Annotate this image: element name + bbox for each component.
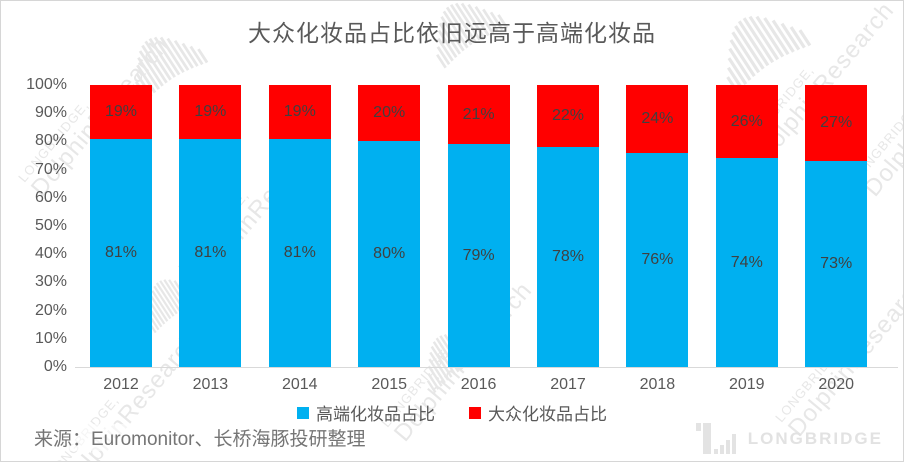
bar-segment: 21% [447,85,510,145]
chart-title: 大众化妆品占比依旧远高于高端化妆品 [248,20,656,46]
bar-value-label: 24% [641,109,674,127]
bar-column-2015: 20% 80% [358,85,421,367]
bar-segment: 81% [179,138,242,367]
x-axis-label-2017: 2017 [550,376,586,393]
bar-column-2020: 27% 73% [805,85,868,367]
x-axis-label-2018: 2018 [639,376,676,393]
bar-segment: 19% [90,85,152,139]
y-axis-tick-label: 90% [34,104,67,122]
x-axis-label-2016: 2016 [460,376,497,393]
bar-value-label: 19% [104,102,138,120]
longbridge-bars-icon [695,423,736,454]
x-axis-label-2015: 2015 [371,376,407,393]
bar-segment: 19% [179,85,242,139]
bar-value-label: 81% [104,243,138,261]
bar-value-label: 19% [194,102,227,120]
y-axis-tick-label: 40% [34,245,67,263]
bar-column-2014: 19% 81% [268,85,331,367]
bar-segment: 74% [715,158,778,367]
y-axis-tick-label: 0% [43,358,67,375]
y-axis-tick-label: 50% [34,217,67,234]
legend-label: 大众化妆品占比 [488,405,607,424]
y-axis-tick-label: 30% [34,273,67,291]
bar-value-label: 73% [820,255,853,273]
legend-label: 高端化妆品占比 [316,405,435,424]
bar-segment: 81% [268,138,331,367]
bar-segment: 76% [626,152,689,367]
y-axis-tick-label: 60% [34,188,67,206]
y-axis-tick-label: 100% [26,76,67,93]
x-axis-label-2019: 2019 [728,376,765,393]
bar-value-label: 76% [641,250,674,268]
y-axis-tick-label: 10% [34,329,67,347]
x-axis-label-2020: 2020 [818,376,854,393]
bar-segment: 19% [268,85,331,139]
bar-value-label: 80% [373,245,406,263]
bar-segment: 24% [626,85,689,153]
bar-value-label: 81% [194,243,227,261]
bar-segment: 78% [537,147,599,367]
bar-value-label: 26% [730,112,763,130]
bar-segment: 26% [715,85,778,159]
legend-item: 大众化妆品占比 [469,400,607,425]
bar-column-2016: 21% 79% [447,85,510,367]
legend-item: 高端化妆品占比 [297,400,435,425]
legend-swatch [469,406,481,419]
bar-segment: 27% [805,85,868,162]
bar-column-2012: 19% 81% [90,85,152,367]
bar-value-label: 78% [551,248,585,265]
y-axis-tick-label: 20% [34,301,67,319]
bar-column-2018: 24% 76% [626,85,689,367]
bar-value-label: 81% [283,243,316,261]
y-axis-tick-label: 70% [34,160,67,178]
bar-value-label: 79% [462,246,495,264]
x-axis-label-2014: 2014 [281,376,318,393]
longbridge-logo: LONGBRIDGE [695,422,883,454]
bar-value-label: 20% [373,104,406,122]
y-axis-tick-label: 80% [34,132,67,150]
bar-segment: 22% [537,85,599,148]
x-axis-label-2012: 2012 [103,376,139,393]
bar-segment: 20% [358,85,421,142]
x-axis-line [75,367,898,368]
source-note: 来源：Euromonitor、长桥海豚投研整理 [34,424,366,451]
bar-segment: 80% [358,141,421,367]
longbridge-logo-text: LONGBRIDGE [747,429,883,448]
bar-segment: 73% [805,161,868,367]
bar-value-label: 22% [551,107,585,125]
legend-swatch [297,406,309,419]
bar-segment: 79% [447,144,510,367]
chart-legend: 高端化妆品占比 大众化妆品占比 [1,400,903,425]
bar-value-label: 74% [730,253,763,271]
x-axis-label-2013: 2013 [192,376,229,393]
bar-value-label: 21% [462,105,495,123]
bar-value-label: 19% [283,102,316,120]
bar-segment: 81% [90,138,152,367]
bar-column-2019: 26% 74% [715,85,778,367]
bar-value-label: 27% [820,114,853,132]
bar-column-2017: 22% 78% [537,85,599,367]
bar-column-2013: 19% 81% [179,85,242,367]
